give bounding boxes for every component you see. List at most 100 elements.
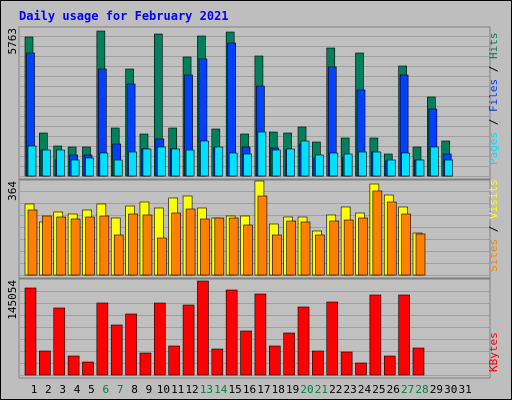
legend-hits: Hits <box>487 33 500 60</box>
bar-kbytes-day-27 <box>398 294 410 376</box>
bar-sites-day-4 <box>70 218 81 276</box>
bar-sites-day-22 <box>329 220 340 276</box>
legend-sep-1: / <box>487 112 500 132</box>
x-label-day-17: 17 <box>257 383 270 396</box>
bar-kbytes-day-5 <box>82 361 94 376</box>
bar-pages-day-3 <box>56 149 66 177</box>
bar-pages-day-19 <box>286 148 295 177</box>
bar-kbytes-day-14 <box>211 348 224 376</box>
bar-sites-day-23 <box>343 219 354 276</box>
bar-pages-day-21 <box>315 154 324 177</box>
bar-pages-day-15 <box>228 152 238 177</box>
bar-kbytes-day-12 <box>182 304 195 376</box>
x-label-day-11: 11 <box>171 383 184 396</box>
bar-pages-day-20 <box>300 140 310 177</box>
bar-pages-day-26 <box>386 159 396 177</box>
bar-sites-day-15 <box>228 217 239 276</box>
x-label-day-1: 1 <box>31 383 38 396</box>
x-label-day-26: 26 <box>387 383 400 396</box>
bar-kbytes-day-23 <box>340 351 353 376</box>
x-label-day-3: 3 <box>59 383 66 396</box>
bar-sites-day-24 <box>358 217 368 276</box>
x-label-day-25: 25 <box>372 383 385 396</box>
x-label-day-23: 23 <box>344 383 357 396</box>
x-label-day-8: 8 <box>131 383 138 396</box>
x-label-day-29: 29 <box>430 383 443 396</box>
bar-pages-day-22 <box>329 152 339 177</box>
bar-pages-day-30 <box>444 159 454 177</box>
x-label-day-10: 10 <box>157 383 170 396</box>
bar-kbytes-day-15 <box>225 289 238 376</box>
bar-kbytes-day-18 <box>268 345 281 376</box>
bar-pages-day-6 <box>99 152 109 177</box>
legend-files: Files <box>487 79 500 112</box>
traffic-ymax-label: 5763 <box>6 28 19 55</box>
x-label-day-22: 22 <box>329 383 342 396</box>
bar-sites-day-10 <box>157 237 167 276</box>
x-label-day-4: 4 <box>74 383 81 396</box>
bar-kbytes-day-1 <box>24 287 37 376</box>
x-label-day-14: 14 <box>214 383 228 396</box>
x-label-day-21: 21 <box>315 383 328 396</box>
x-label-day-15: 15 <box>229 383 242 396</box>
bar-pages-day-2 <box>42 149 51 177</box>
legend-kbytes: KBytes <box>487 332 500 372</box>
bar-pages-day-7 <box>113 159 123 177</box>
bar-kbytes-day-17 <box>254 293 267 376</box>
bar-sites-day-6 <box>99 215 110 276</box>
x-label-day-6: 6 <box>103 383 110 396</box>
bar-pages-day-18 <box>271 149 281 177</box>
bar-pages-day-28 <box>415 159 425 177</box>
bar-pages-day-13 <box>200 140 209 177</box>
bar-sites-day-12 <box>185 208 196 276</box>
bar-kbytes-day-7 <box>110 324 123 376</box>
x-label-day-27: 27 <box>401 383 414 396</box>
bar-pages-day-27 <box>401 152 410 177</box>
bar-pages-day-1 <box>27 145 37 177</box>
bar-pages-day-4 <box>70 159 80 177</box>
bar-pages-day-24 <box>358 151 367 177</box>
x-label-day-7: 7 <box>117 383 124 396</box>
bar-pages-day-16 <box>243 153 252 177</box>
x-label-day-20: 20 <box>300 383 313 396</box>
bar-kbytes-day-10 <box>154 302 166 376</box>
bar-sites-day-2 <box>42 215 52 276</box>
bar-pages-day-29 <box>430 146 439 177</box>
bar-pages-day-23 <box>343 153 353 177</box>
bar-sites-day-13 <box>200 218 210 276</box>
chart-title: Daily usage for February 2021 <box>19 9 229 23</box>
legend-visits: Visits <box>487 179 500 219</box>
bar-pages-day-9 <box>142 148 152 177</box>
bar-pages-day-12 <box>185 149 195 177</box>
bar-sites-day-9 <box>142 214 153 276</box>
bar-pages-day-14 <box>214 146 224 177</box>
bar-sites-day-11 <box>171 212 181 276</box>
bar-sites-day-17 <box>257 195 268 276</box>
bar-kbytes-day-19 <box>283 332 295 376</box>
legend-sep-2: / <box>487 59 500 79</box>
bar-sites-day-20 <box>300 221 311 276</box>
bar-pages-day-5 <box>85 157 94 177</box>
bar-sites-day-7 <box>113 234 124 276</box>
bar-sites-day-5 <box>85 216 95 276</box>
bar-kbytes-day-11 <box>168 345 180 376</box>
x-label-day-12: 12 <box>185 383 198 396</box>
bar-sites-day-21 <box>315 234 325 276</box>
bar-sites-day-19 <box>286 220 296 276</box>
bar-kbytes-day-13 <box>197 280 209 376</box>
x-label-day-31: 31 <box>458 383 471 396</box>
x-label-day-18: 18 <box>272 383 285 396</box>
bar-kbytes-day-3 <box>53 307 66 376</box>
bar-pages-day-25 <box>372 151 382 177</box>
bar-sites-day-26 <box>386 201 397 276</box>
bar-sites-day-1 <box>27 209 38 276</box>
x-label-day-30: 30 <box>444 383 457 396</box>
bar-sites-day-3 <box>56 216 67 276</box>
bar-sites-day-28 <box>415 233 426 276</box>
bar-sites-day-25 <box>372 190 383 276</box>
x-axis-labels: 1 2 3 4 5 6 7 8 9 10 11 12 13 14 15 16 17 18 19 20 21 22 23 24 2… <box>31 383 472 396</box>
bar-sites-day-18 <box>271 234 282 276</box>
visitors-ymax-label: 364 <box>6 181 19 201</box>
